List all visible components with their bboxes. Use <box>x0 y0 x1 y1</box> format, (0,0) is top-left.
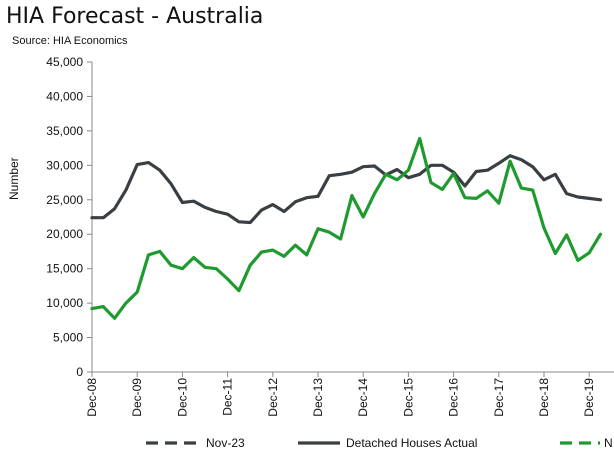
x-tick-label: Dec-15 <box>401 378 415 417</box>
y-tick-label: 5,000 <box>53 331 83 345</box>
series-line-0 <box>90 154 603 225</box>
y-tick-label: 35,000 <box>46 124 83 138</box>
x-tick-label: Dec-10 <box>175 378 189 417</box>
x-tick-label: Dec-13 <box>311 378 325 417</box>
x-tick-label: Dec-09 <box>130 378 144 417</box>
legend-label-0: Nov-23 <box>206 436 245 450</box>
chart-title: HIA Forecast - Australia <box>6 4 264 29</box>
legend-label-1: Detached Houses Actual <box>346 436 477 450</box>
series-line-2 <box>90 136 603 320</box>
y-tick-label: 0 <box>76 365 83 379</box>
y-tick-label: 10,000 <box>46 296 83 310</box>
x-tick-label: Dec-11 <box>221 378 235 416</box>
x-tick-label: Dec-12 <box>266 378 280 417</box>
y-tick-label: 25,000 <box>46 193 83 207</box>
x-tick-label: Dec-08 <box>85 378 99 417</box>
legend: Nov-23 Detached Houses Actual N <box>146 436 613 450</box>
x-tick-label: Dec-18 <box>537 378 551 417</box>
y-tick-label: 45,000 <box>46 55 83 69</box>
x-tick-label: Dec-17 <box>492 378 506 417</box>
axes: 0 5,000 10,000 15,000 20,000 25,000 30,000 35,0… <box>46 55 614 417</box>
y-tick-label: 20,000 <box>46 227 83 241</box>
y-tick-label: 30,000 <box>46 158 83 172</box>
y-tick-label: 15,000 <box>46 262 83 276</box>
chart-subtitle: Source: HIA Economics <box>12 35 128 47</box>
series-layer <box>90 136 603 320</box>
x-tick-label: Dec-16 <box>447 378 461 417</box>
y-tick-label: 40,000 <box>46 89 83 103</box>
x-tick-label: Dec-19 <box>582 378 596 417</box>
legend-label-2: N <box>604 436 613 450</box>
x-tick-label: Dec-14 <box>356 378 370 417</box>
